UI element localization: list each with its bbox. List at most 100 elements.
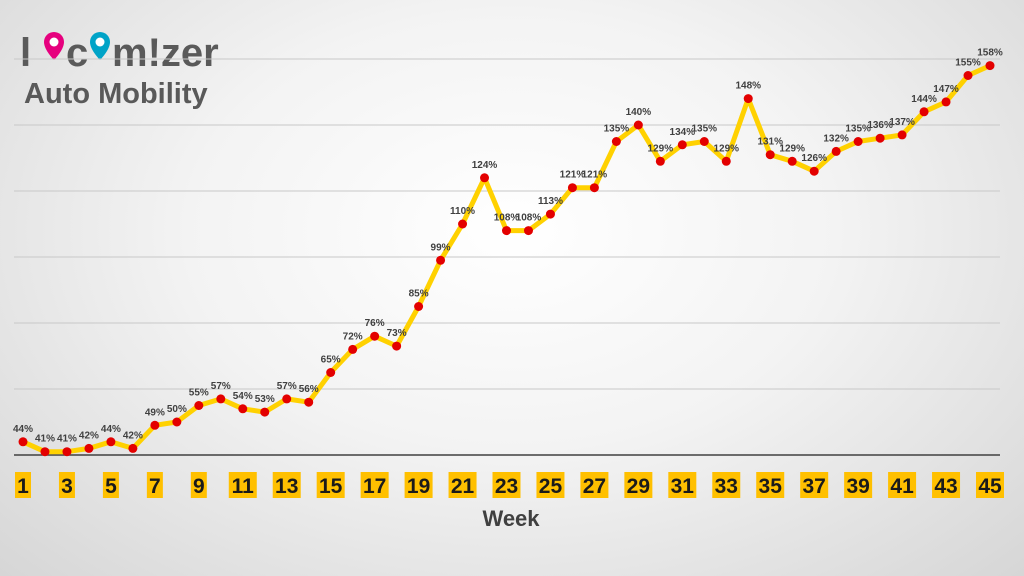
data-point bbox=[655, 156, 665, 166]
tick-label-background bbox=[492, 472, 521, 498]
tick-label-background bbox=[712, 472, 741, 498]
x-tick-label: 1 bbox=[17, 475, 29, 498]
x-tick-label: 37 bbox=[803, 475, 826, 498]
data-label: 56% bbox=[299, 384, 319, 395]
data-point bbox=[963, 71, 973, 80]
data-label: 65% bbox=[321, 355, 341, 366]
data-point bbox=[853, 137, 863, 146]
data-point bbox=[919, 107, 929, 117]
tick-label-background bbox=[976, 472, 1004, 498]
data-label: 121% bbox=[582, 170, 608, 181]
data-label: 124% bbox=[472, 160, 498, 171]
data-point bbox=[831, 146, 841, 156]
x-tick-label: 19 bbox=[407, 475, 430, 498]
data-label: 129% bbox=[713, 143, 739, 154]
svg-text:m!zer: m!zer bbox=[112, 31, 219, 75]
tick-label-background bbox=[58, 472, 75, 498]
data-point bbox=[392, 341, 402, 351]
data-point bbox=[62, 447, 72, 457]
data-label: 135% bbox=[604, 124, 630, 135]
data-point bbox=[480, 173, 490, 183]
data-label: 72% bbox=[343, 331, 363, 342]
x-tick-label: 25 bbox=[539, 475, 563, 498]
data-point bbox=[84, 443, 94, 453]
data-label: 76% bbox=[365, 318, 385, 329]
data-point bbox=[743, 94, 753, 104]
data-point bbox=[897, 130, 907, 140]
x-tick-label: 9 bbox=[193, 475, 205, 498]
tick-label-background bbox=[102, 472, 119, 498]
x-tick-label: 13 bbox=[275, 475, 298, 498]
data-point bbox=[875, 133, 885, 143]
data-label: 55% bbox=[189, 388, 209, 399]
tick-label-background bbox=[190, 472, 207, 498]
data-label: 42% bbox=[123, 430, 143, 441]
x-tick-label: 27 bbox=[583, 475, 606, 498]
tick-label-background bbox=[146, 472, 163, 498]
x-tick-label: 39 bbox=[846, 475, 869, 498]
data-label: 99% bbox=[431, 242, 451, 253]
location-pin-icon bbox=[44, 32, 64, 60]
data-label: 132% bbox=[823, 133, 849, 144]
data-label: 108% bbox=[516, 213, 542, 224]
data-label: 158% bbox=[977, 48, 1003, 59]
data-label: 148% bbox=[735, 81, 761, 92]
data-label: 147% bbox=[933, 84, 959, 95]
data-label: 57% bbox=[277, 381, 297, 392]
data-point bbox=[699, 137, 709, 146]
x-tick-label: 33 bbox=[715, 475, 738, 498]
data-point bbox=[304, 397, 314, 407]
tick-label-background bbox=[756, 472, 785, 498]
data-point bbox=[611, 137, 621, 146]
data-label: 42% bbox=[79, 430, 99, 441]
tick-label-background bbox=[580, 472, 609, 498]
data-point bbox=[326, 368, 336, 377]
locomizer-logo: l c m!zer bbox=[20, 28, 220, 76]
tick-label-background bbox=[404, 472, 433, 498]
tick-label-background bbox=[624, 472, 653, 498]
data-label: 129% bbox=[648, 143, 674, 154]
gridlines bbox=[14, 58, 1000, 390]
data-point bbox=[414, 302, 424, 311]
tick-label-background bbox=[272, 472, 301, 498]
tick-label-background bbox=[228, 472, 257, 498]
x-tick-label: 3 bbox=[61, 475, 73, 498]
data-label: 57% bbox=[211, 381, 231, 392]
tick-label-background bbox=[536, 472, 565, 498]
data-point bbox=[567, 183, 577, 193]
data-label: 121% bbox=[560, 170, 586, 181]
tick-label-background bbox=[932, 472, 961, 498]
data-label: 49% bbox=[145, 407, 165, 418]
data-point bbox=[260, 407, 270, 417]
x-tick-label: 45 bbox=[978, 475, 1002, 498]
x-tick-label: 35 bbox=[759, 475, 783, 498]
data-point bbox=[523, 226, 533, 236]
x-tick-label: 5 bbox=[105, 475, 117, 498]
data-point bbox=[787, 156, 797, 166]
x-tick-label: 31 bbox=[671, 475, 695, 498]
svg-text:c: c bbox=[66, 31, 88, 75]
svg-text:l: l bbox=[20, 31, 31, 75]
tick-label-background bbox=[888, 472, 917, 498]
data-point bbox=[458, 219, 468, 229]
data-point bbox=[216, 394, 226, 404]
markers bbox=[18, 61, 995, 457]
tick-label-background bbox=[448, 472, 477, 498]
data-point bbox=[370, 331, 380, 341]
data-point bbox=[677, 140, 687, 150]
data-point bbox=[150, 420, 160, 430]
tick-label-background bbox=[360, 472, 389, 498]
data-label: 44% bbox=[13, 424, 33, 435]
data-label: 113% bbox=[538, 196, 563, 207]
tick-label-background bbox=[800, 472, 829, 498]
data-label: 126% bbox=[801, 153, 827, 164]
data-point bbox=[106, 437, 116, 447]
tick-label-background bbox=[15, 472, 31, 498]
data-label: 44% bbox=[101, 424, 121, 435]
x-axis-title: Week bbox=[482, 506, 540, 531]
x-tick-label: 41 bbox=[890, 475, 914, 498]
page-title: Auto Mobility bbox=[24, 78, 208, 110]
data-point bbox=[172, 417, 182, 427]
x-tick-label: 17 bbox=[363, 475, 386, 498]
data-label: 73% bbox=[387, 328, 407, 339]
